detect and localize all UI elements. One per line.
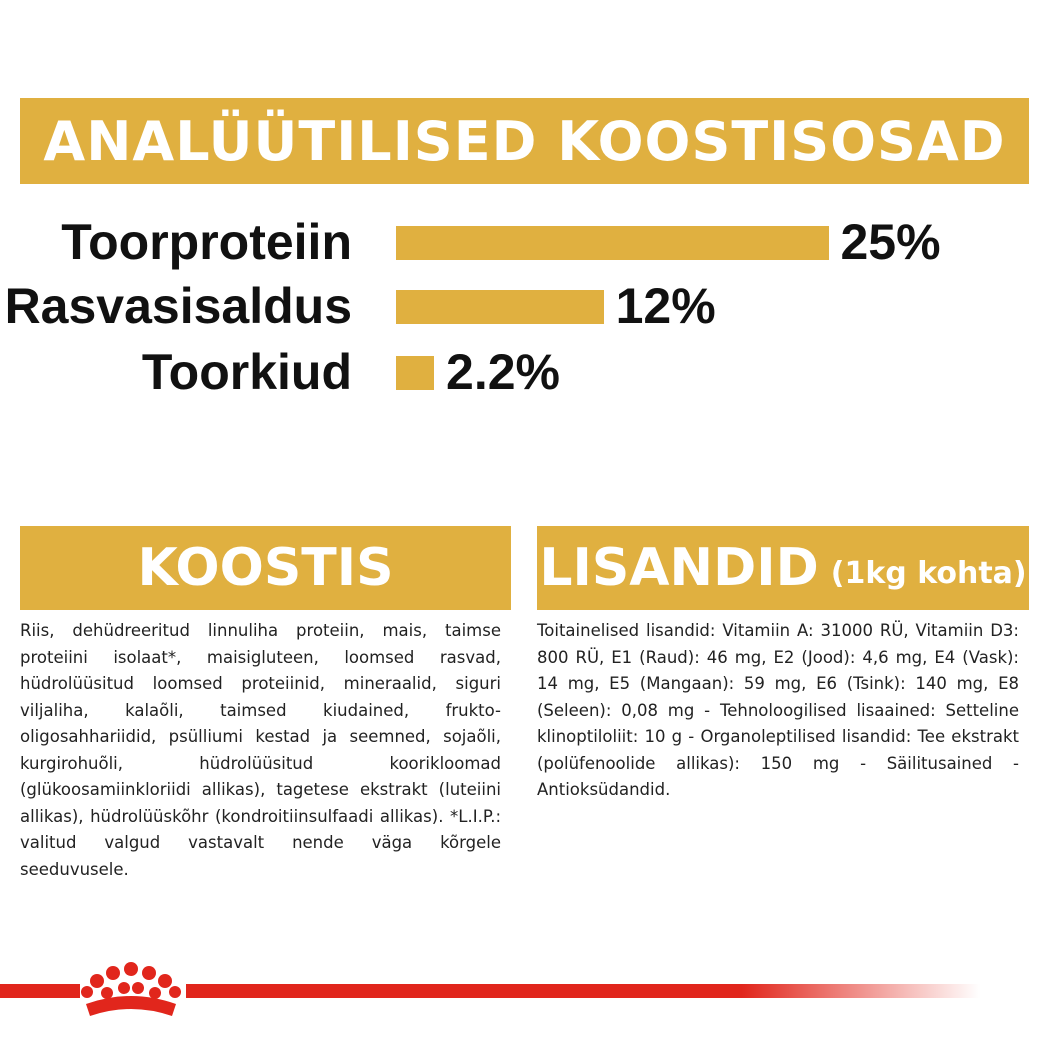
protein-value: 25% (840, 214, 941, 270)
fat-value: 12% (615, 278, 716, 334)
composition-title: KOOSTIS (137, 538, 394, 598)
analysis-title: ANALÜÜTILISED KOOSTISOSAD (43, 109, 1006, 173)
fat-label: Rasvasisaldus (4, 278, 352, 334)
additives-title: LISANDID (539, 538, 819, 598)
fat-bar (396, 290, 604, 324)
fibre-bar (396, 356, 435, 390)
analysis-header: ANALÜÜTILISED KOOSTISOSAD (20, 98, 1029, 184)
brand-line-right (186, 984, 980, 998)
protein-label: Toorproteiin (61, 214, 352, 270)
fibre-label: Toorkiud (141, 344, 352, 400)
additives-subtitle: (1kg kohta) (830, 555, 1027, 591)
additives-text: Toitainelised lisandid: Vitamiin A: 3100… (537, 621, 1019, 799)
additives-header: LISANDID (1kg kohta) (537, 526, 1029, 610)
composition-text: Riis, dehüdreeritud linnuliha proteiin, … (20, 621, 501, 879)
brand-line-left (0, 984, 80, 998)
composition-header: KOOSTIS (20, 526, 511, 610)
fibre-value: 2.2% (446, 344, 561, 400)
protein-bar (396, 226, 829, 260)
crown-icon (81, 962, 181, 1016)
